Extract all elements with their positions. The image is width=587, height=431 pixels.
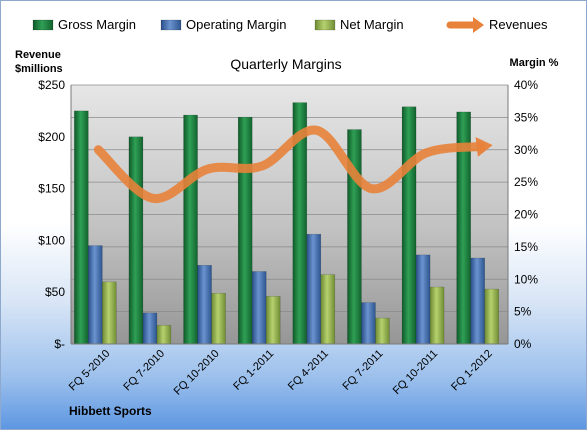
operating-margin-bar	[197, 265, 212, 345]
net-margin-bar	[320, 274, 336, 345]
gross-margin-bar	[183, 114, 198, 345]
legend: Gross Margin Operating Margin Net Margin Re…	[32, 17, 548, 33]
left-tick-label: $250	[38, 78, 65, 92]
right-tick-label: 40%	[514, 78, 538, 92]
net-margin-bar	[211, 292, 226, 345]
left-tick-label: $-	[54, 337, 65, 351]
left-tick-label: $100	[38, 233, 65, 247]
legend-label: Gross Margin	[58, 17, 136, 32]
category-label: FQ 1-2012	[449, 348, 495, 394]
operating-margin-bar	[361, 302, 376, 345]
legend-label: Net Margin	[340, 17, 404, 32]
net-margin-bar	[102, 281, 117, 345]
category-label: FQ 10-2010	[172, 348, 222, 398]
legend-gross-margin-swatch	[32, 19, 54, 31]
right-tick-label: 10%	[514, 272, 538, 286]
revenue-line-arrowhead	[475, 137, 493, 157]
legend-label: Operating Margin	[186, 17, 286, 32]
left-tick-label: $150	[38, 182, 65, 196]
net-margin-bar	[429, 286, 445, 345]
category-label: FQ 5-2010	[67, 348, 113, 394]
gross-margin-bar	[74, 110, 89, 345]
category-label: FQ 7-2011	[340, 348, 385, 393]
legend-revenues-arrowhead	[473, 17, 484, 33]
left-axis-label-line1: Revenue	[15, 49, 61, 61]
category-label: FQ 1-2011	[231, 348, 276, 393]
legend-label: Revenues	[489, 17, 548, 32]
right-tick-label: 0%	[514, 337, 532, 351]
revenue-line-path	[93, 125, 486, 203]
right-tick-label: 20%	[514, 208, 538, 222]
net-margin-bar	[156, 325, 172, 345]
net-margin-bar	[265, 296, 281, 345]
footer-label: Hibbett Sports	[69, 404, 152, 418]
left-tick-label: $50	[45, 285, 65, 299]
gross-margin-bar	[237, 116, 253, 345]
right-tick-label: 5%	[514, 305, 532, 319]
category-label: FQ 10-2011	[391, 348, 440, 397]
category-label: FQ 4-2011	[286, 348, 331, 393]
left-axis-label-line2: $millions	[15, 63, 63, 75]
chart-title: Quarterly Margins	[230, 56, 341, 72]
right-axis-label: Margin %	[510, 57, 559, 69]
right-tick-label: 35%	[514, 110, 538, 124]
net-margin-bar	[484, 288, 499, 345]
legend-operating-margin-swatch	[160, 19, 182, 31]
revenue-line	[93, 125, 493, 203]
category-label: FQ 7-2010	[121, 348, 167, 394]
operating-margin-bar	[142, 312, 158, 345]
gross-margin-bar	[128, 136, 144, 345]
right-tick-label: 30%	[514, 143, 538, 157]
right-tick-label: 25%	[514, 175, 538, 189]
legend-net-margin-swatch	[314, 19, 336, 31]
operating-margin-bar	[88, 245, 103, 345]
net-margin-bar	[375, 317, 390, 345]
gross-margin-bar	[401, 106, 417, 345]
operating-margin-bar	[470, 257, 485, 345]
operating-margin-bar	[415, 254, 431, 345]
operating-margin-bar	[251, 271, 267, 345]
operating-margin-bar	[306, 233, 322, 345]
left-tick-label: $200	[38, 130, 65, 144]
right-tick-label: 15%	[514, 240, 538, 254]
